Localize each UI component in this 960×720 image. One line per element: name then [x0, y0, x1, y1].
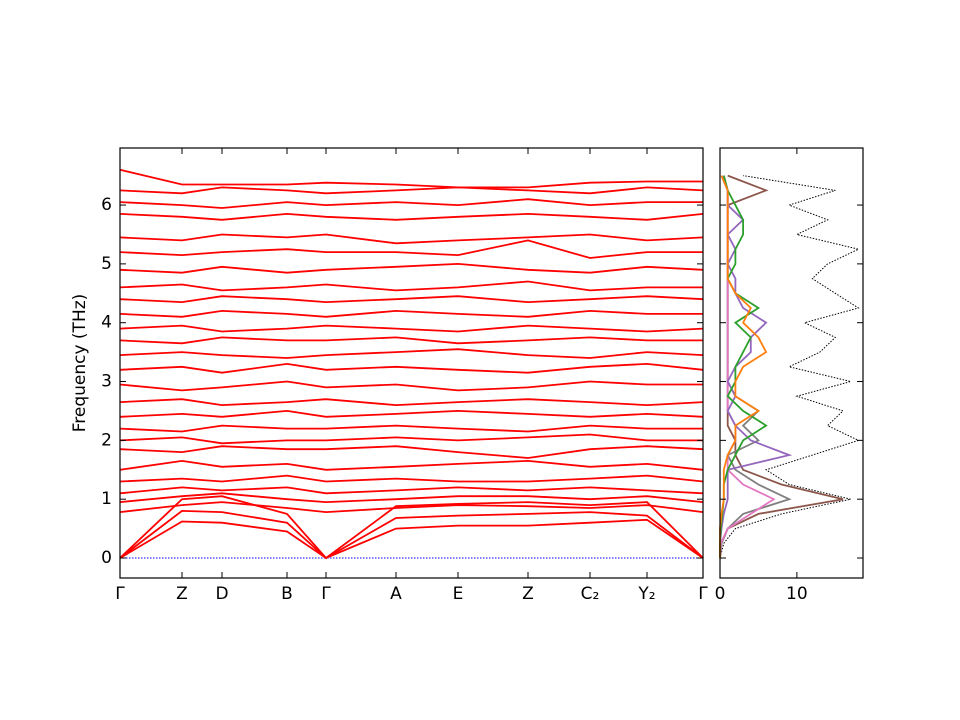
- x-tick-label: D: [215, 584, 228, 604]
- series-line: [119, 424, 703, 433]
- series-line: [119, 495, 704, 560]
- series-line: [119, 509, 704, 560]
- x-tick-label: Γ: [115, 584, 125, 604]
- x-tick-label: Γ: [321, 584, 331, 604]
- series-line: [719, 175, 860, 559]
- series-line: [119, 409, 704, 418]
- x-tick-label: C₂: [581, 584, 600, 604]
- series-line: [119, 168, 703, 189]
- series-line: [119, 233, 704, 245]
- y-tick-label: 5: [101, 254, 112, 274]
- y-tick-label: 2: [101, 430, 112, 450]
- series-line: [119, 295, 704, 304]
- x-tick-label: B: [281, 584, 293, 604]
- axes-frame: [119, 147, 704, 579]
- series-line: [119, 518, 704, 560]
- series-line: [119, 239, 703, 259]
- series-line: [719, 174, 844, 559]
- x-tick-label: Γ: [698, 584, 708, 604]
- series-line: [719, 175, 768, 558]
- series-line: [119, 336, 703, 345]
- series-line: [119, 492, 704, 504]
- series-line: [119, 362, 704, 374]
- series-line: [119, 445, 704, 459]
- series-line: [119, 186, 704, 195]
- series-line: [119, 474, 704, 483]
- series-line: [119, 501, 704, 514]
- x-tick-label: 10: [786, 584, 808, 604]
- x-tick-label: 0: [715, 584, 726, 604]
- x-tick-label: E: [453, 584, 464, 604]
- series-line: [119, 262, 704, 274]
- series-line: [119, 486, 704, 495]
- series-line: [119, 380, 703, 392]
- y-tick-label: 1: [101, 489, 112, 509]
- series-line: [119, 348, 704, 359]
- series-line: [119, 212, 704, 221]
- series-line: [119, 280, 703, 292]
- x-tick-label: Z: [176, 584, 188, 604]
- series-line: [119, 198, 703, 209]
- x-tick-label: A: [390, 584, 402, 604]
- y-tick-label: 0: [101, 548, 112, 568]
- y-axis-label: Frequency (THz): [70, 294, 90, 433]
- series-line: [119, 433, 703, 445]
- series-line: [119, 459, 704, 471]
- series-line: [719, 175, 793, 558]
- y-tick-label: 6: [101, 195, 112, 215]
- series-line: [119, 398, 704, 407]
- x-tick-label: Z: [522, 584, 534, 604]
- axes-frame: [719, 147, 864, 579]
- series-line: [119, 324, 704, 333]
- y-tick-label: 3: [101, 372, 112, 392]
- x-tick-label: Y₂: [637, 584, 655, 604]
- y-tick-label: 4: [101, 313, 112, 333]
- series-line: [119, 309, 703, 318]
